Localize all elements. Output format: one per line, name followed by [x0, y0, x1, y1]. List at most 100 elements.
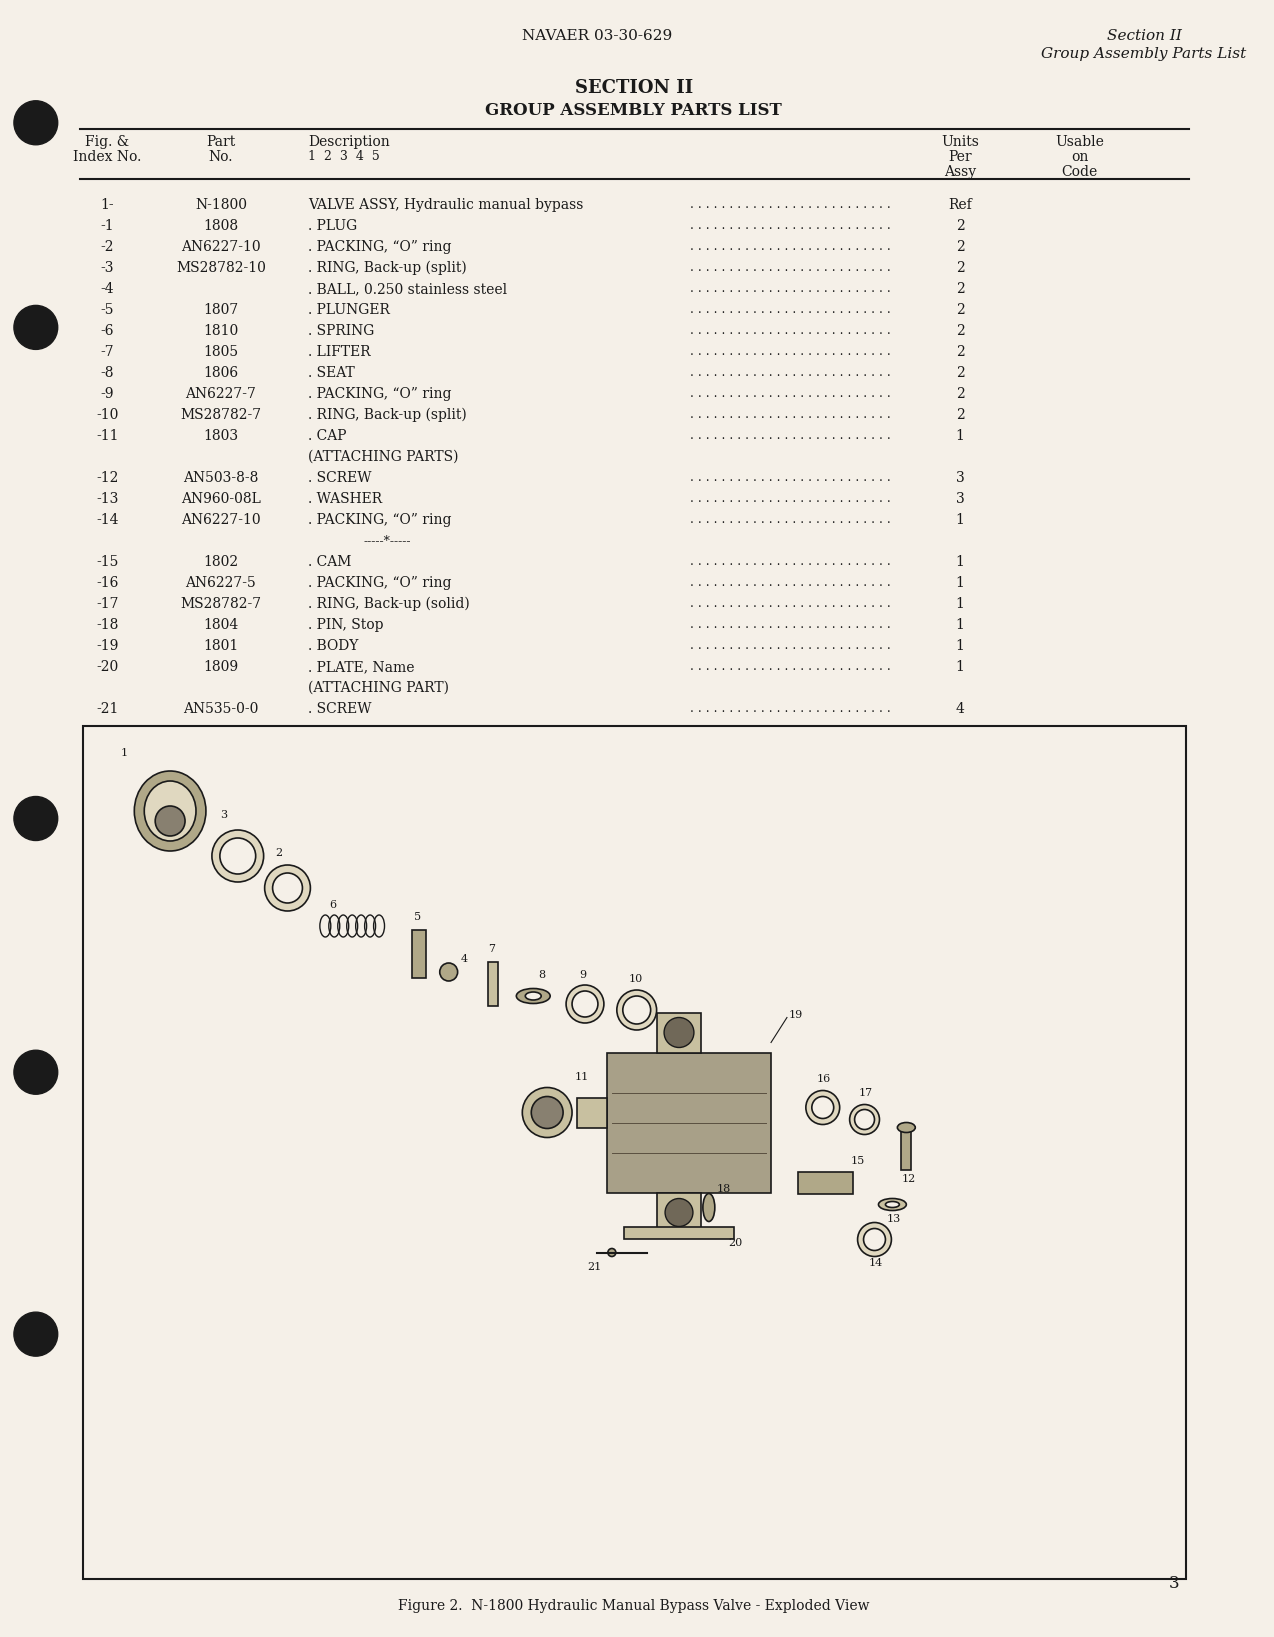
Text: 1: 1 — [956, 429, 964, 444]
Bar — [799, 1172, 854, 1193]
Ellipse shape — [211, 830, 264, 882]
Bar — [577, 1097, 606, 1128]
Text: . . . . . . . . . . . . . . . . . . . . . . . . . .: . . . . . . . . . . . . . . . . . . . . … — [689, 555, 891, 568]
Text: . . . . . . . . . . . . . . . . . . . . . . . . . .: . . . . . . . . . . . . . . . . . . . . … — [689, 429, 891, 442]
Text: AN6227-10: AN6227-10 — [181, 241, 261, 254]
Ellipse shape — [273, 873, 302, 904]
Text: . . . . . . . . . . . . . . . . . . . . . . . . . .: . . . . . . . . . . . . . . . . . . . . … — [689, 198, 891, 211]
Text: -2: -2 — [101, 241, 115, 254]
Text: -21: -21 — [97, 702, 118, 715]
Text: 9: 9 — [578, 971, 586, 981]
Text: 1810: 1810 — [204, 324, 238, 337]
Bar — [656, 1192, 702, 1233]
Text: . . . . . . . . . . . . . . . . . . . . . . . . . .: . . . . . . . . . . . . . . . . . . . . … — [689, 260, 891, 273]
Text: -5: -5 — [101, 303, 115, 318]
Text: Index No.: Index No. — [74, 151, 141, 164]
Text: -14: -14 — [97, 512, 118, 527]
Text: 1: 1 — [956, 512, 964, 527]
Text: MS28782-7: MS28782-7 — [181, 408, 261, 422]
Text: . . . . . . . . . . . . . . . . . . . . . . . . . .: . . . . . . . . . . . . . . . . . . . . … — [689, 576, 891, 589]
Ellipse shape — [864, 1228, 885, 1251]
Ellipse shape — [220, 838, 256, 874]
Text: . RING, Back-up (split): . RING, Back-up (split) — [308, 408, 468, 422]
Text: -1: -1 — [101, 219, 115, 232]
Ellipse shape — [897, 1123, 915, 1133]
Text: . . . . . . . . . . . . . . . . . . . . . . . . . .: . . . . . . . . . . . . . . . . . . . . … — [689, 303, 891, 316]
Text: . PLATE, Name: . PLATE, Name — [308, 660, 415, 674]
Text: . . . . . . . . . . . . . . . . . . . . . . . . . .: . . . . . . . . . . . . . . . . . . . . … — [689, 660, 891, 673]
Ellipse shape — [525, 992, 541, 1000]
Text: -13: -13 — [97, 493, 118, 506]
Text: 13: 13 — [887, 1215, 901, 1224]
Ellipse shape — [440, 963, 457, 981]
Ellipse shape — [703, 1193, 715, 1221]
Bar — [412, 930, 426, 977]
Bar — [488, 963, 498, 1007]
Text: -20: -20 — [97, 660, 118, 674]
Text: . PACKING, “O” ring: . PACKING, “O” ring — [308, 386, 452, 401]
Ellipse shape — [617, 990, 656, 1030]
Text: -11: -11 — [97, 429, 118, 444]
Text: 2: 2 — [956, 408, 964, 422]
Ellipse shape — [516, 989, 550, 1003]
Text: AN6227-10: AN6227-10 — [181, 512, 261, 527]
Ellipse shape — [879, 1198, 906, 1210]
Bar — [656, 1013, 702, 1053]
Text: 1804: 1804 — [204, 619, 238, 632]
Circle shape — [14, 797, 57, 840]
Ellipse shape — [857, 1223, 892, 1257]
Circle shape — [14, 1051, 57, 1094]
Text: GROUP ASSEMBLY PARTS LIST: GROUP ASSEMBLY PARTS LIST — [485, 101, 782, 120]
Text: . . . . . . . . . . . . . . . . . . . . . . . . . .: . . . . . . . . . . . . . . . . . . . . … — [689, 408, 891, 421]
Text: 1: 1 — [956, 598, 964, 611]
Text: 21: 21 — [587, 1262, 601, 1272]
Text: . . . . . . . . . . . . . . . . . . . . . . . . . .: . . . . . . . . . . . . . . . . . . . . … — [689, 386, 891, 399]
Ellipse shape — [265, 864, 311, 912]
Text: . PLUG: . PLUG — [308, 219, 358, 232]
Ellipse shape — [812, 1097, 833, 1118]
Text: -15: -15 — [97, 555, 118, 570]
Ellipse shape — [134, 771, 206, 851]
Text: 1801: 1801 — [204, 638, 238, 653]
Text: Fig. &: Fig. & — [85, 134, 130, 149]
Ellipse shape — [855, 1110, 874, 1130]
Text: 16: 16 — [817, 1074, 831, 1084]
Ellipse shape — [850, 1105, 879, 1134]
Text: . PACKING, “O” ring: . PACKING, “O” ring — [308, 241, 452, 254]
Text: . PLUNGER: . PLUNGER — [308, 303, 390, 318]
Text: Usable: Usable — [1055, 134, 1103, 149]
Text: 2: 2 — [956, 386, 964, 401]
Text: . SCREW: . SCREW — [308, 702, 372, 715]
Ellipse shape — [566, 985, 604, 1023]
Text: . SCREW: . SCREW — [308, 471, 372, 485]
Text: on: on — [1070, 151, 1088, 164]
Text: 2: 2 — [956, 303, 964, 318]
Text: -18: -18 — [97, 619, 118, 632]
Text: 2: 2 — [956, 367, 964, 380]
Text: 11: 11 — [575, 1072, 590, 1082]
Text: . . . . . . . . . . . . . . . . . . . . . . . . . .: . . . . . . . . . . . . . . . . . . . . … — [689, 638, 891, 652]
Text: 1807: 1807 — [204, 303, 238, 318]
Ellipse shape — [522, 1087, 572, 1138]
Text: 3: 3 — [956, 471, 964, 485]
Text: SECTION II: SECTION II — [575, 79, 693, 97]
Text: -16: -16 — [97, 576, 118, 589]
Text: AN535-0-0: AN535-0-0 — [183, 702, 259, 715]
Text: 1: 1 — [956, 619, 964, 632]
Text: (ATTACHING PARTS): (ATTACHING PARTS) — [308, 450, 459, 463]
Text: 1808: 1808 — [204, 219, 238, 232]
Text: 4: 4 — [461, 954, 468, 964]
Ellipse shape — [608, 1249, 615, 1257]
Text: Description: Description — [308, 134, 390, 149]
Text: -19: -19 — [97, 638, 118, 653]
Text: . . . . . . . . . . . . . . . . . . . . . . . . . .: . . . . . . . . . . . . . . . . . . . . … — [689, 493, 891, 504]
Text: 1-: 1- — [101, 198, 115, 213]
Text: 1802: 1802 — [204, 555, 238, 570]
Text: . . . . . . . . . . . . . . . . . . . . . . . . . .: . . . . . . . . . . . . . . . . . . . . … — [689, 702, 891, 715]
Text: -6: -6 — [101, 324, 115, 337]
Text: 1: 1 — [120, 748, 127, 758]
Text: 2: 2 — [956, 260, 964, 275]
Text: 2: 2 — [956, 241, 964, 254]
Text: AN960-08L: AN960-08L — [181, 493, 261, 506]
Text: 1806: 1806 — [204, 367, 238, 380]
